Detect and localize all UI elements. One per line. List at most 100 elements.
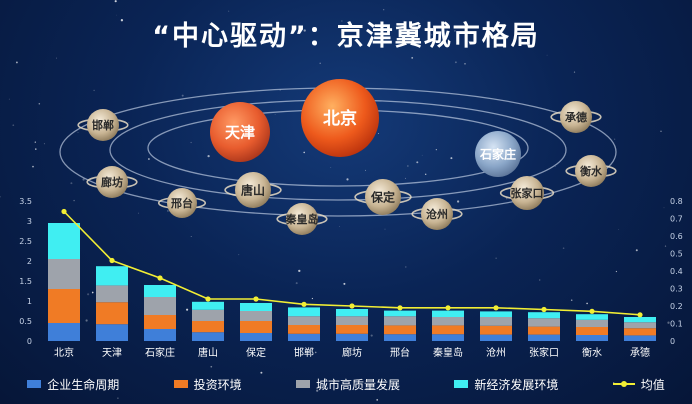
bar-segment <box>48 289 80 323</box>
legend-swatch-average <box>612 379 635 389</box>
star <box>343 282 346 285</box>
star <box>114 0 117 3</box>
star <box>298 269 301 273</box>
x-tick-label: 衡水 <box>582 347 602 359</box>
bar-segment <box>624 328 656 336</box>
bar-segment <box>48 323 80 341</box>
chart-legend: 企业生命周期 投资环境 城市高质量发展 新经济发展环境 均值 <box>0 374 692 394</box>
bar-segment <box>528 318 560 327</box>
bar-segment <box>384 334 416 341</box>
average-point <box>589 308 595 314</box>
star <box>424 173 427 176</box>
planet-body <box>286 203 318 235</box>
star <box>640 346 643 349</box>
star <box>660 130 662 132</box>
bar-segment <box>528 334 560 341</box>
star <box>546 54 548 56</box>
star <box>53 355 54 357</box>
average-point <box>493 305 499 311</box>
star <box>303 151 305 154</box>
star <box>228 10 230 12</box>
bar-segment <box>48 223 80 259</box>
bar-segment <box>576 327 608 335</box>
star <box>405 266 407 268</box>
average-point <box>541 306 547 313</box>
star <box>319 62 321 65</box>
y-tick-right: 0.2 <box>670 302 683 311</box>
star <box>495 257 497 259</box>
y-tick-right: 0 <box>670 337 675 346</box>
x-tick-label: 张家口 <box>529 346 559 359</box>
star <box>87 293 90 296</box>
bar-segment <box>432 310 464 317</box>
legend-swatch-enterprise <box>27 380 42 388</box>
right-y-axis: 0 0.1 0.2 0.3 0.4 0.5 0.6 0.7 0.8 <box>670 197 683 346</box>
y-tick-right: 0.1 <box>670 320 683 329</box>
planet-hengshui: 衡水 <box>565 155 617 187</box>
average-point <box>109 257 115 264</box>
planet-body <box>210 102 270 162</box>
left-y-axis: 0 0.5 1 1.5 2 2.5 3 3.5 <box>19 197 32 346</box>
star <box>167 210 169 212</box>
bar-segment <box>432 325 464 335</box>
bar-segment <box>480 317 512 326</box>
bar-segment <box>96 285 128 303</box>
bar-segment <box>480 325 512 335</box>
star <box>667 321 670 324</box>
star <box>421 154 423 156</box>
star <box>210 365 213 368</box>
bar-segment <box>240 333 272 341</box>
planet-tianjin: 天津 <box>210 102 270 162</box>
bar-segment <box>288 325 320 334</box>
x-axis-labels: 北京 天津 石家庄 唐山 保定 邯郸 廊坊 邢台 秦皇岛 沧州 张家口 衡水 承德 <box>54 346 650 359</box>
bar-segment <box>144 285 176 297</box>
planet-label-tianjin: 天津 <box>225 123 255 141</box>
planet-body <box>560 101 592 133</box>
planet-langfang: 廊坊 <box>86 166 138 198</box>
bar-segment <box>576 314 608 320</box>
star <box>456 350 458 352</box>
bar-segment <box>336 309 368 317</box>
average-point <box>253 296 259 302</box>
star <box>181 94 184 97</box>
star <box>0 196 1 198</box>
bar-segment <box>432 334 464 341</box>
y-tick-right: 0.3 <box>670 285 683 294</box>
bar-segment <box>480 334 512 341</box>
planet-body <box>475 131 521 177</box>
star <box>295 282 298 285</box>
star <box>384 228 386 230</box>
planet-label-handan: 邯郸 <box>92 118 114 132</box>
average-point <box>397 305 403 311</box>
planet-handan: 邯郸 <box>77 109 129 141</box>
legend-swatch-new-economy <box>454 380 469 388</box>
y-tick-left: 0.5 <box>19 317 32 326</box>
legend-label-quality: 城市高质量发展 <box>315 377 400 392</box>
legend-item-enterprise: 企业生命周期 <box>27 376 119 393</box>
planet-body <box>365 179 401 215</box>
bar-segment <box>240 303 272 311</box>
star <box>303 29 306 32</box>
x-tick-label: 沧州 <box>486 346 506 359</box>
y-tick-right: 0.8 <box>670 197 683 206</box>
star <box>35 148 37 150</box>
star <box>454 30 456 32</box>
bar-segment <box>96 324 128 341</box>
x-tick-label: 邯郸 <box>294 346 314 359</box>
star <box>311 297 313 300</box>
star <box>91 291 94 294</box>
star <box>614 138 616 140</box>
star <box>339 226 340 228</box>
legend-label-average: 均值 <box>640 377 665 392</box>
star <box>190 236 192 237</box>
star <box>365 169 366 171</box>
star <box>310 348 312 350</box>
planet-shijiazhuang: 石家庄 <box>475 131 521 177</box>
star <box>116 14 118 16</box>
planet-label-beijing: 北京 <box>323 108 357 129</box>
star <box>137 212 140 214</box>
star <box>128 122 130 124</box>
star <box>164 356 166 358</box>
star <box>407 165 409 167</box>
